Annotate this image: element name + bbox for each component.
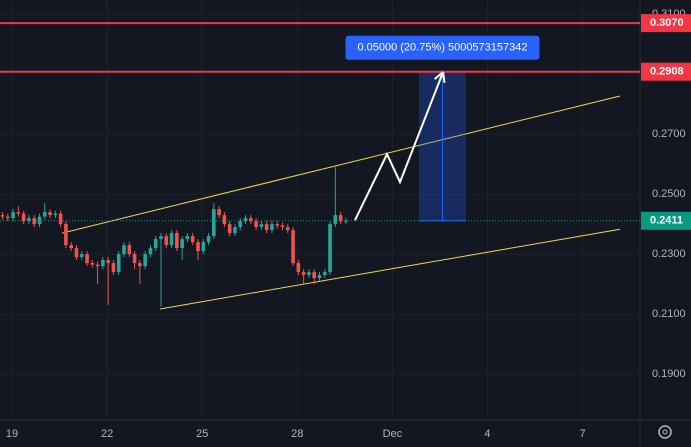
price-label-box <box>641 62 691 81</box>
candle-body <box>153 239 158 249</box>
candle-body <box>122 245 126 255</box>
last-price-label: 0.2411 <box>650 215 683 227</box>
candle-body <box>58 213 63 225</box>
candle-body <box>285 227 290 231</box>
candle-body <box>42 212 47 217</box>
candle-body <box>222 215 227 225</box>
candle-body <box>21 213 26 222</box>
candle-body <box>111 263 116 273</box>
plot-area: 0.05000 (20.75%) 5000573157342 <box>0 0 640 420</box>
candle-body <box>317 275 322 279</box>
y-tick-label: 0.2700 <box>652 128 686 140</box>
candle-body <box>264 224 269 231</box>
price-label-box <box>641 14 691 33</box>
candle-body <box>338 215 343 222</box>
measure-label: 0.05000 (20.75%) 5000573157342 <box>357 42 527 54</box>
x-tick-label: 4 <box>484 428 490 440</box>
price-label: 0.2908 <box>650 66 684 78</box>
candle-body <box>169 233 174 246</box>
candle-body <box>249 218 253 222</box>
candle-body <box>64 224 68 246</box>
gear[interactable] <box>658 425 672 439</box>
projection-arrowhead <box>434 71 444 80</box>
candle-body <box>217 209 221 216</box>
candle-body <box>74 248 79 258</box>
candle-body <box>106 260 110 264</box>
candle-body <box>291 230 295 264</box>
candle-body <box>296 263 301 273</box>
candle-body <box>16 212 21 214</box>
candle-body <box>127 245 132 255</box>
candle-body <box>254 221 258 228</box>
candle-body <box>85 254 89 264</box>
candle-body <box>243 218 248 222</box>
candle-body <box>132 254 137 264</box>
candle-body <box>11 212 15 219</box>
candle-body <box>328 224 332 273</box>
y-tick-label: 0.2500 <box>652 188 686 200</box>
candle-body <box>175 233 179 249</box>
candle-body <box>116 254 121 273</box>
candle-body <box>206 236 211 243</box>
candle-body <box>53 213 58 216</box>
x-tick-label: Dec <box>383 428 403 440</box>
candle-body <box>201 242 206 252</box>
candle-body <box>307 272 311 276</box>
candle-body <box>5 216 10 219</box>
candle-body <box>275 224 280 226</box>
candle-body <box>48 212 52 216</box>
x-tick-label: 28 <box>291 428 303 440</box>
candle-body <box>196 242 200 252</box>
candle-body <box>212 209 216 237</box>
x-tick-label: 22 <box>101 428 113 440</box>
candle-body <box>280 225 285 228</box>
y-tick-label: 0.2100 <box>652 308 686 320</box>
candle-body <box>227 224 232 234</box>
candle-body <box>0 215 5 217</box>
channel-line <box>159 228 621 310</box>
candle-body <box>190 236 195 243</box>
gear-hub[interactable] <box>662 429 668 435</box>
candle-body <box>148 248 153 255</box>
candle-body <box>233 227 237 234</box>
candle-body <box>37 216 42 225</box>
candle-body <box>101 260 105 267</box>
projection-path <box>354 71 445 221</box>
y-tick-label: 0.2300 <box>652 248 686 260</box>
candle-body <box>95 264 100 267</box>
candle-body <box>90 263 95 265</box>
x-tick-label: 25 <box>196 428 208 440</box>
candle-body <box>159 236 163 240</box>
measure-label-box <box>345 35 540 60</box>
candle-body <box>79 254 84 258</box>
candle-body <box>69 245 73 249</box>
x-tick-label: 19 <box>6 428 18 440</box>
x-tick-label: 7 <box>580 428 586 440</box>
projection-arrowhead <box>442 71 446 84</box>
candle-body <box>138 263 142 267</box>
y-tick-label: 0.1900 <box>652 368 686 380</box>
price-label: 0.3070 <box>650 17 684 29</box>
candle-body <box>344 220 348 222</box>
candle-body <box>180 239 184 249</box>
candle-body <box>164 236 169 246</box>
candle-body <box>270 224 274 231</box>
candle-body <box>322 272 327 276</box>
y-tick-label: 0.3100 <box>652 8 686 20</box>
candle-body <box>185 236 190 240</box>
axis-labels: 0.3100 0.2700 0.2500 0.2300 0.2100 0.1900 19 22… <box>6 8 691 440</box>
candle-body <box>301 272 306 276</box>
candle-body <box>238 221 243 228</box>
candle-body <box>32 218 37 225</box>
candle-body <box>27 218 31 222</box>
candle-body <box>312 272 316 279</box>
candle-body <box>143 254 147 267</box>
candle-body <box>259 224 264 228</box>
channel-line <box>61 95 621 234</box>
settings-icon[interactable] <box>658 425 672 439</box>
last-price-box <box>641 211 691 230</box>
candle-body <box>333 215 338 225</box>
